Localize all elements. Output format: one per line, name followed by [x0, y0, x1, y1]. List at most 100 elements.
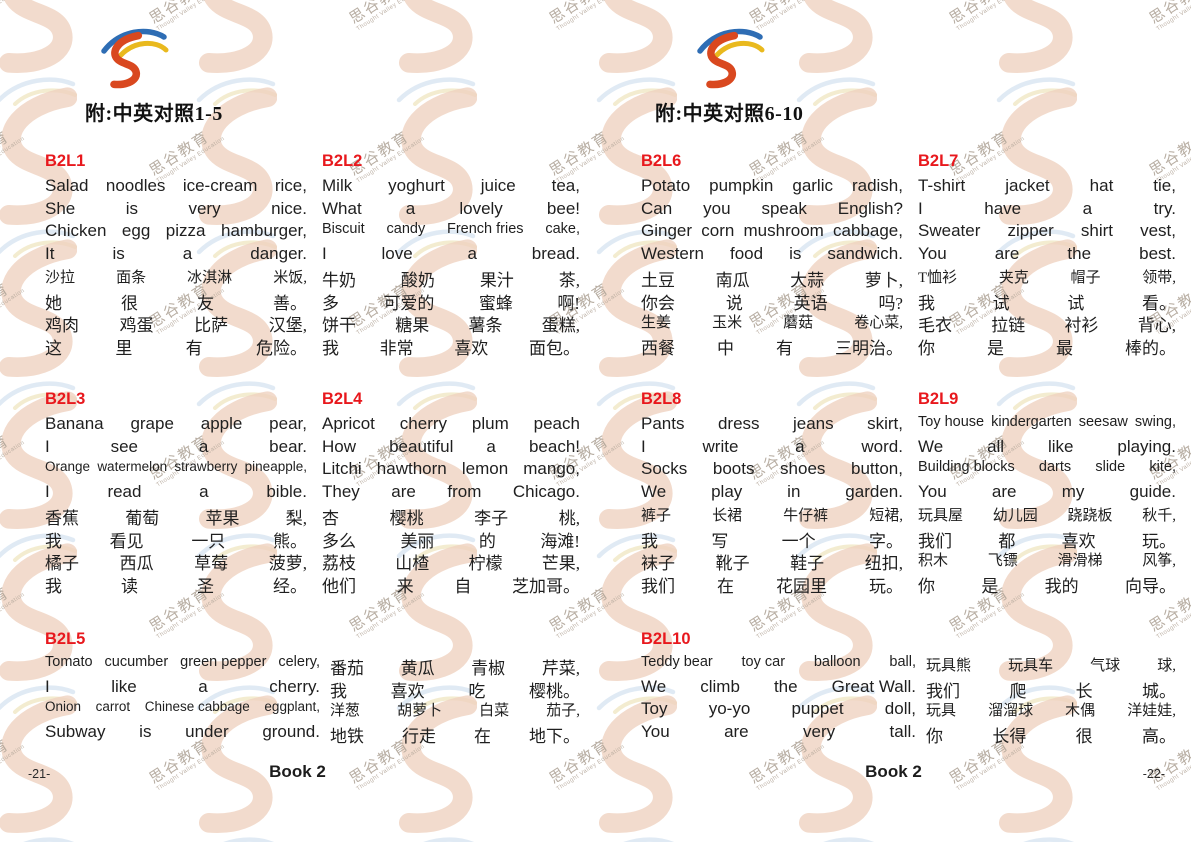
word-token: playing.: [1117, 436, 1176, 456]
word-token: 海滩!: [540, 531, 580, 551]
english-line: They are from Chicago.: [322, 482, 580, 505]
word-token: 三明治。: [835, 338, 903, 358]
word-token: 啊!: [557, 293, 580, 313]
chinese-line: 袜子 靴子 鞋子 纽扣,: [641, 549, 903, 573]
word-token: radish,: [851, 176, 903, 195]
word-token: 芹菜,: [541, 659, 580, 678]
chinese-line: 番茄 黄瓜 青椒 芹菜,: [330, 654, 580, 678]
word-token: pumpkin: [709, 176, 774, 195]
word-token: 长: [1075, 681, 1093, 701]
word-token: 多么: [322, 531, 356, 551]
chinese-line: 西餐 中 有 三明治。: [641, 334, 903, 358]
word-token: kindergarten: [991, 414, 1072, 430]
word-token: 花园里: [776, 576, 827, 596]
chinese-line: 生姜 玉米 蘑菇 卷心菜,: [641, 311, 903, 334]
word-token: 果汁: [479, 271, 514, 290]
word-token: zipper: [1007, 221, 1054, 240]
word-token: 荔枝: [322, 554, 356, 573]
word-token: 李子: [474, 509, 509, 528]
word-token: bread.: [531, 243, 580, 263]
page-left: 附:中英对照1-5 B2L1 Salad noodles ice-cream rice,…: [0, 0, 595, 842]
word-token: 大蒜: [790, 271, 825, 290]
word-token: 善。: [273, 293, 307, 313]
word-token: Teddy bear: [641, 654, 713, 670]
word-token: 幼儿园: [992, 508, 1038, 524]
word-token: 生姜: [641, 315, 672, 331]
english-line: Apricot cherry plum peach: [322, 414, 580, 437]
word-token: jeans: [793, 414, 834, 433]
word-token: 玩。: [869, 576, 903, 596]
word-token: ice-cream: [182, 176, 258, 195]
word-token: 西餐: [641, 338, 675, 358]
word-token: candy: [386, 221, 426, 237]
word-token: 桃,: [558, 509, 580, 528]
word-token: 中: [717, 338, 734, 358]
word-token: 友: [197, 293, 214, 313]
word-token: like: [111, 676, 137, 696]
word-token: beautiful: [389, 436, 454, 456]
word-token: French fries: [446, 221, 524, 237]
word-token: She: [45, 198, 76, 218]
word-token: pizza: [165, 221, 206, 240]
word-token: 我们: [641, 576, 675, 596]
word-token: bible.: [266, 481, 307, 501]
word-token: They: [322, 481, 360, 501]
word-token: my: [1061, 481, 1085, 501]
word-token: yoghurt: [388, 176, 445, 195]
word-token: 读: [121, 576, 138, 596]
english-line: Litchi hawthorn lemon mango,: [322, 459, 580, 482]
english-line: We all like playing.: [918, 437, 1176, 460]
word-token: 滑滑梯: [1057, 553, 1103, 569]
lesson-section: B2L10 Teddy bear toy car balloon ball, We clim…: [641, 628, 1176, 746]
word-token: swing,: [1134, 414, 1176, 430]
chinese-column: 玩具熊 玩具车 气球 球, 我们 爬 长 城。 玩具 溜溜球 木偶 洋娃娃, 你 长得 很 高。: [926, 654, 1176, 746]
word-token: is: [112, 243, 125, 263]
word-token: 我的: [1044, 576, 1079, 596]
chinese-line: 她 很 友 善。: [45, 289, 307, 313]
word-token: Tomato: [45, 654, 93, 670]
word-token: 自: [454, 576, 472, 596]
section-header: B2L1: [45, 152, 86, 170]
word-token: nice.: [271, 198, 307, 218]
word-token: is: [139, 721, 152, 741]
word-token: button,: [851, 459, 903, 478]
word-token: Great Wall.: [831, 676, 916, 696]
english-line: Teddy bear toy car balloon ball,: [641, 654, 916, 677]
chinese-line: 香蕉 葡萄 苹果 梨,: [45, 504, 307, 528]
section-header: B2L2: [322, 152, 363, 170]
word-token: balloon: [813, 654, 861, 670]
english-line: It is a danger.: [45, 244, 307, 267]
word-token: very: [188, 198, 221, 218]
word-token: I: [45, 676, 50, 696]
chinese-line: 橘子 西瓜 草莓 菠萝,: [45, 549, 307, 573]
page-right: 附:中英对照6-10 B2L6 Potato pumpkin garlic radish…: [596, 0, 1191, 842]
chinese-line: 我 读 圣 经。: [45, 572, 307, 596]
english-line: Orange watermelon strawberry pineapple,: [45, 459, 307, 482]
lesson-section: B2L4 Apricot cherry plum peach How beautiful a b…: [322, 388, 580, 596]
word-token: 我们: [926, 681, 960, 701]
word-token: skirt,: [867, 414, 903, 433]
word-token: 玩具屋: [918, 508, 964, 524]
word-token: 看。: [1141, 293, 1176, 313]
word-token: watermelon: [97, 459, 168, 474]
word-token: 说: [725, 293, 743, 313]
english-line: Can you speak English?: [641, 199, 903, 222]
word-token: juice: [480, 176, 516, 195]
word-token: 茄子,: [546, 703, 580, 719]
english-line: Subway is under ground.: [45, 722, 320, 745]
word-token: toy car: [741, 654, 786, 670]
english-line: Milk yoghurt juice tea,: [322, 176, 580, 199]
word-token: 球,: [1157, 658, 1176, 674]
english-line: How beautiful a beach!: [322, 437, 580, 460]
word-token: 裤子: [641, 508, 672, 524]
word-token: 积木: [918, 553, 949, 569]
word-token: 喜欢: [1061, 531, 1096, 551]
word-token: kite,: [1149, 459, 1176, 475]
word-token: a: [486, 436, 496, 456]
word-token: 很: [1075, 726, 1093, 746]
